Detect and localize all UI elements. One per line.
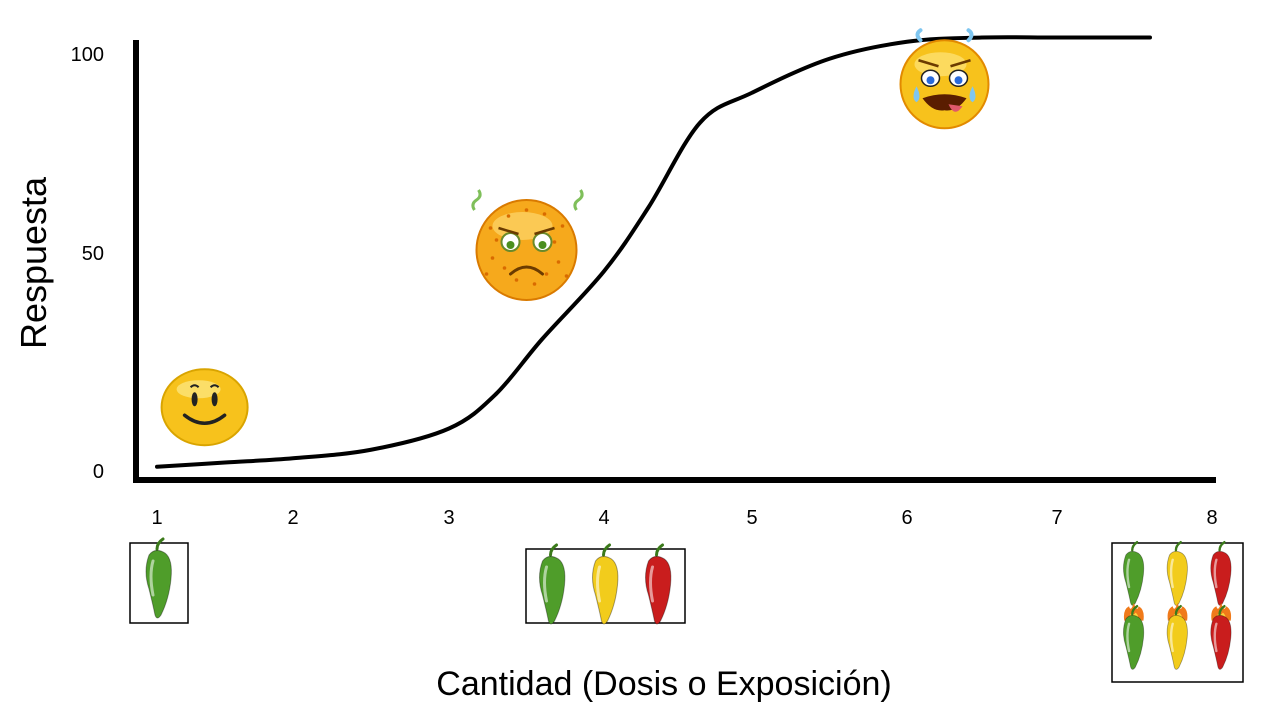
green-pepper-icon (145, 537, 172, 619)
axes (133, 40, 1216, 483)
y-axis-label: Respuesta (13, 176, 54, 349)
green-flaming-pepper-icon (1123, 603, 1145, 670)
y-tick-label: 100 (71, 44, 104, 66)
y-tick-label: 50 (82, 243, 104, 265)
x-tick-labels: 1 2 3 4 5 6 7 8 (151, 507, 1217, 529)
pepper-groups (129, 537, 1244, 683)
y-tick-labels: 0 50 100 (71, 44, 104, 483)
green-pepper-icon (539, 543, 566, 625)
x-tick-label: 2 (287, 507, 298, 529)
sick-face-icon (471, 189, 584, 301)
pepper-group (1111, 541, 1244, 683)
reaction-faces (160, 28, 990, 447)
x-tick-label: 3 (443, 507, 454, 529)
x-tick-label: 1 (151, 507, 162, 529)
x-tick-label: 8 (1206, 507, 1217, 529)
green-pepper-icon (1123, 541, 1145, 606)
y-tick-label: 0 (93, 461, 104, 483)
dose-response-curve (155, 35, 1152, 469)
red-pepper-icon (645, 543, 672, 625)
x-tick-label: 4 (598, 507, 609, 529)
x-tick-label: 6 (901, 507, 912, 529)
pepper-group (525, 543, 686, 625)
yellow-flaming-pepper-icon (1166, 603, 1188, 670)
x-axis-label: Cantidad (Dosis o Exposición) (436, 665, 891, 703)
red-flaming-pepper-icon (1210, 603, 1232, 670)
happy-face-icon (160, 368, 249, 447)
yellow-pepper-icon (592, 543, 619, 625)
red-pepper-icon (1210, 541, 1232, 606)
x-tick-label: 7 (1051, 507, 1062, 529)
crying-face-icon (899, 28, 990, 130)
x-tick-label: 5 (746, 507, 757, 529)
pepper-group (129, 537, 189, 624)
yellow-pepper-icon (1166, 541, 1188, 606)
